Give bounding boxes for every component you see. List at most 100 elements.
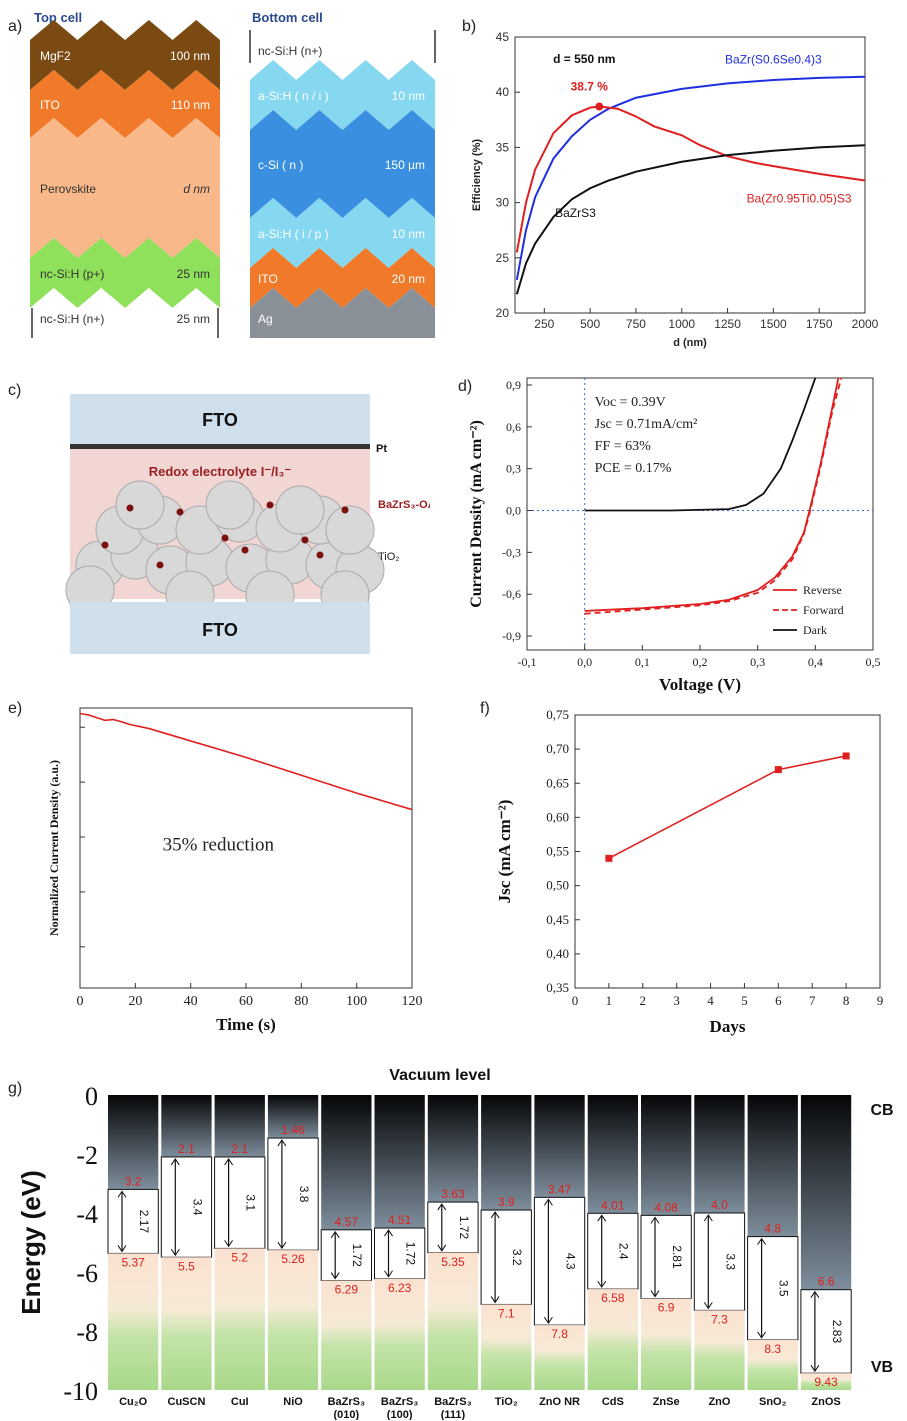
gap-box <box>533 1196 586 1326</box>
cb-bar <box>481 1095 532 1211</box>
arrow-head-up <box>277 1139 287 1147</box>
cb-bar <box>534 1095 585 1198</box>
vb-bar <box>108 1253 159 1390</box>
arrow-head-down <box>490 1296 500 1304</box>
series-line-0 <box>515 75 866 281</box>
y-axis-label: Jsc (mA cm⁻²) <box>495 800 514 904</box>
fto-top-layer <box>70 394 370 444</box>
y-tick-label: -0,3 <box>502 545 521 559</box>
x-tick-label: 2 <box>640 993 647 1008</box>
x-tick-label: 0 <box>572 993 579 1008</box>
arrow-head-down <box>437 1244 447 1252</box>
arrow-head-down <box>650 1290 660 1298</box>
bottom-layer-name-1: a-Si:H ( n / i ) <box>258 89 329 103</box>
y-tick-label: 0,3 <box>506 462 521 476</box>
y-axis-label: Current Density (mA cm⁻²) <box>468 420 485 608</box>
top-layer-4 <box>30 288 220 338</box>
annotation-2: FF = 63% <box>595 439 651 454</box>
gap-value: 4.3 <box>563 1253 577 1270</box>
gap-value: 2.4 <box>617 1243 631 1260</box>
tio2-particle <box>115 480 165 530</box>
panel-label-a: a) <box>8 18 23 35</box>
x-axis-label: Time (s) <box>216 1015 276 1034</box>
bottom-layer-name-2: c-Si ( n ) <box>258 158 303 172</box>
y-tick-label: 0,65 <box>546 775 569 790</box>
x-tick-label: 500 <box>580 317 600 331</box>
material-facet: (010) <box>334 1409 360 1420</box>
series-line-1 <box>584 377 843 615</box>
x-tick-label: 1 <box>606 993 613 1008</box>
vb-bar <box>694 1310 745 1390</box>
cb-bar <box>374 1095 425 1229</box>
x-axis-label: Days <box>710 1017 746 1036</box>
y-tick-label: 0,40 <box>546 946 569 961</box>
panel-label-c: c) <box>8 382 22 399</box>
arrow-head-down <box>757 1331 767 1339</box>
vb-value: 5.26 <box>281 1252 305 1266</box>
bottom-layer-5 <box>250 288 435 338</box>
data-point <box>605 854 613 862</box>
gap-value: 2.17 <box>137 1210 151 1234</box>
vb-bar <box>747 1339 798 1390</box>
x-tick-label: 1750 <box>806 317 833 331</box>
bottom-layer-2 <box>250 110 435 218</box>
vb-bar <box>321 1280 372 1390</box>
x-tick-label: 9 <box>877 993 884 1008</box>
arrow-head-up <box>650 1216 660 1224</box>
vb-value: 5.37 <box>121 1255 145 1269</box>
vb-label: VB <box>871 1359 893 1376</box>
x-tick-label: 0,2 <box>693 655 708 669</box>
vb-bar <box>161 1257 212 1390</box>
bottom-layer-4 <box>250 248 435 308</box>
x-tick-label: 100 <box>346 994 367 1009</box>
cb-value: 2.1 <box>178 1142 195 1156</box>
vb-bar <box>267 1250 319 1390</box>
bazrs3-dot <box>101 541 109 549</box>
vb-value: 5.35 <box>441 1255 465 1269</box>
y-tick-label: 25 <box>496 251 510 265</box>
x-tick-label: 0,1 <box>635 655 650 669</box>
peak-marker <box>595 102 604 111</box>
top-layer-thick-4: 25 nm <box>177 312 210 326</box>
x-tick-label: 1000 <box>668 317 695 331</box>
cb-value: 2.1 <box>231 1142 248 1156</box>
x-tick-label: 80 <box>294 994 308 1009</box>
panel-label-b: b) <box>462 18 477 35</box>
arrow-head-up <box>543 1198 553 1206</box>
cb-value: 4.51 <box>388 1213 412 1227</box>
bazrs3-dot <box>156 561 164 569</box>
bottom-layer-name-0: nc-Si:H (n+) <box>258 44 322 58</box>
arrow-head-down <box>703 1302 713 1310</box>
series-line-1 <box>515 105 866 253</box>
cb-bar <box>427 1095 479 1203</box>
legend-label-1: Forward <box>803 603 844 617</box>
x-tick-label: 0,5 <box>866 655 881 669</box>
y-tick-label: 0,6 <box>506 420 521 434</box>
vb-value: 6.58 <box>601 1291 625 1305</box>
gap-value: 2.83 <box>830 1320 844 1344</box>
y-tick-label: 45 <box>496 30 510 44</box>
arrow-head-up <box>757 1237 767 1245</box>
gap-value: 3.1 <box>244 1194 258 1211</box>
top-layer-thick-2: d nm <box>183 182 210 196</box>
cb-value: 6.6 <box>818 1275 835 1289</box>
plot-frame <box>514 36 866 314</box>
fto-bottom-layer <box>70 602 370 654</box>
bazrs3-dot <box>126 504 134 512</box>
cb-bar <box>800 1095 852 1290</box>
bazrs3-dot <box>266 501 274 509</box>
top-layer-name-1: ITO <box>40 98 60 112</box>
bottom-layer-0 <box>250 30 435 80</box>
material-name: BaZrS₃ <box>434 1396 472 1408</box>
panel-label-e: e) <box>8 700 23 717</box>
cb-value: 3.63 <box>441 1187 465 1201</box>
bottom-layer-thick-4: 20 nm <box>392 272 425 286</box>
vb-value: 6.23 <box>388 1281 412 1295</box>
pt-layer <box>70 444 370 449</box>
gap-value: 3.3 <box>723 1253 737 1270</box>
gap-box <box>800 1289 852 1374</box>
arrow-head-up <box>224 1158 234 1166</box>
gap-box <box>374 1227 426 1280</box>
arrow-head-down <box>224 1240 234 1248</box>
panel-label-g: g) <box>8 1080 23 1097</box>
